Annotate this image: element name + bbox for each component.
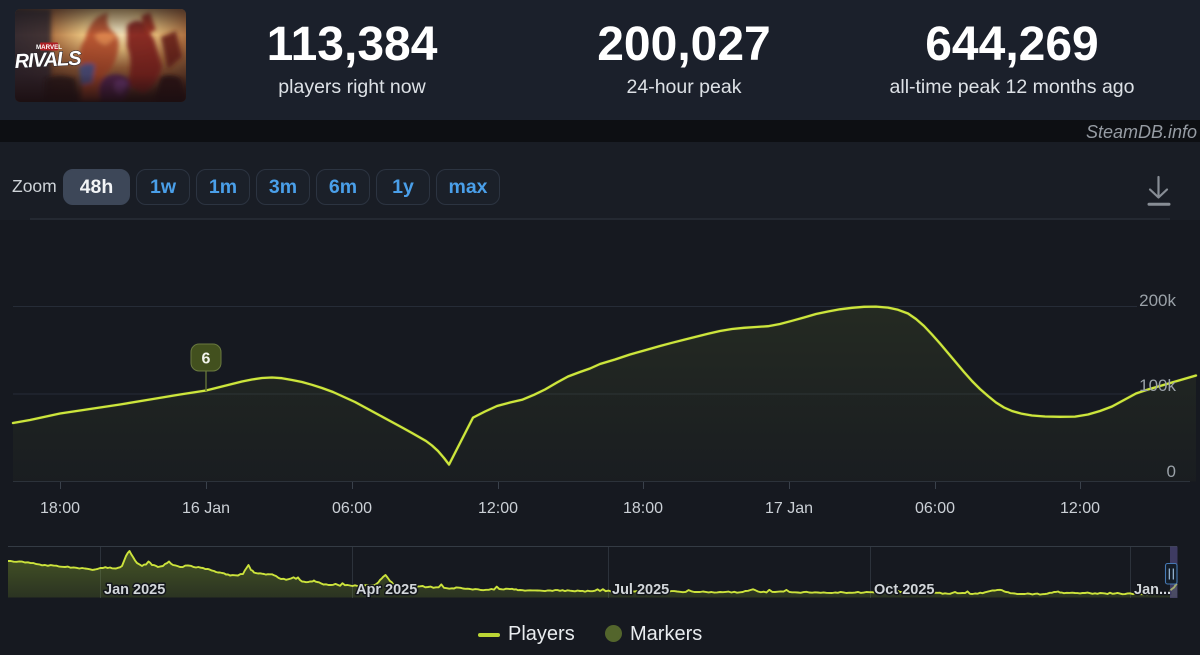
svg-text:12:00: 12:00 xyxy=(1060,500,1100,517)
svg-text:MARVEL: MARVEL xyxy=(36,44,62,51)
svg-text:0: 0 xyxy=(1167,462,1176,481)
svg-text:06:00: 06:00 xyxy=(915,500,955,517)
svg-text:16 Jan: 16 Jan xyxy=(182,500,230,517)
svg-text:12:00: 12:00 xyxy=(478,500,518,517)
svg-text:Oct 2025: Oct 2025 xyxy=(874,582,934,598)
svg-text:Jul 2025: Jul 2025 xyxy=(612,582,669,598)
svg-text:Jan 2025: Jan 2025 xyxy=(104,582,165,598)
svg-text:18:00: 18:00 xyxy=(40,500,80,517)
svg-text:06:00: 06:00 xyxy=(332,500,372,517)
svg-text:Apr 2025: Apr 2025 xyxy=(356,582,417,598)
svg-text:100k: 100k xyxy=(1139,376,1176,395)
svg-text:RIVALS: RIVALS xyxy=(15,47,83,73)
svg-text:18:00: 18:00 xyxy=(623,500,663,517)
svg-text:17 Jan: 17 Jan xyxy=(765,500,813,517)
svg-text:200k: 200k xyxy=(1139,291,1176,310)
svg-text:Jan...: Jan... xyxy=(1134,582,1171,598)
svg-text:6: 6 xyxy=(202,351,211,368)
